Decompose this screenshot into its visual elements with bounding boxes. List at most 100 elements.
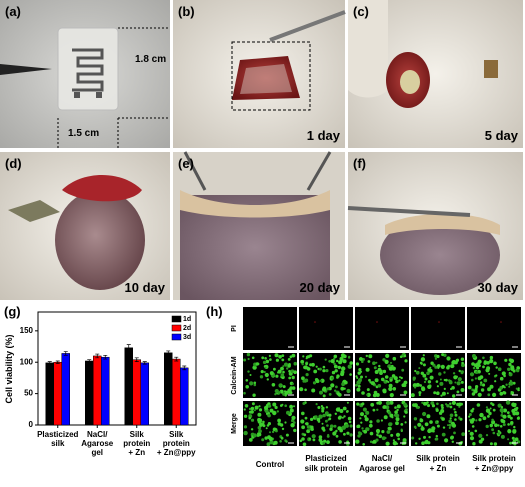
cell [491,418,494,422]
cell [343,415,346,418]
cell [258,408,263,412]
cell [461,361,464,365]
cell [512,381,516,385]
cell [258,405,261,408]
cell [368,423,373,428]
cell [281,354,285,357]
cell [340,353,346,358]
cell [317,406,321,409]
cell [509,416,513,420]
cell [422,373,427,378]
cell [489,359,494,364]
cell [453,408,456,411]
cell [512,429,517,434]
cell [389,378,393,382]
cell [485,424,489,429]
cell [441,417,445,421]
cell [311,362,315,367]
cell [418,367,421,370]
cell [389,400,394,405]
cell [376,408,379,411]
cell [360,375,363,379]
cell [404,421,407,424]
cell [385,380,388,382]
cell [337,426,342,431]
error-bar [134,357,139,362]
legend-label: 3d [183,334,191,341]
cell [333,354,338,359]
cell [284,394,287,397]
cell [476,403,481,407]
cell [382,358,386,362]
cell [291,353,296,358]
cell [252,393,256,397]
cell [257,419,262,424]
cell [259,375,264,379]
cell [380,419,383,422]
cell [497,432,501,435]
cell [250,428,254,431]
cell [401,368,405,372]
cell [438,321,440,323]
cell [495,366,498,369]
cell [271,383,276,387]
cell [289,404,293,409]
cell [251,356,255,360]
cell [471,388,475,392]
cell [378,434,383,439]
cell [243,430,248,436]
cell [273,367,276,371]
cell [500,321,502,323]
cell [364,417,369,422]
cell [324,358,327,361]
cell [347,416,352,421]
cell [436,424,440,428]
cell [305,422,309,426]
cell [380,377,385,382]
cell [287,364,291,368]
cell [428,436,431,439]
plot-frame [37,311,197,426]
cell [268,436,273,441]
cell [275,428,278,431]
annotation: 1.8 cm [135,54,166,65]
panel-label: (h) [206,304,223,319]
cell [321,422,324,425]
cell [415,382,420,387]
cell [263,370,266,374]
cell [397,437,401,441]
error-bar [47,361,52,365]
cell [253,381,257,385]
cell [336,392,341,396]
cell [446,392,449,395]
y-tick-label: 100 [20,357,34,366]
cell [368,378,371,382]
cell [330,359,335,364]
cell [387,411,392,415]
panel-label: (f) [353,156,366,171]
cell [302,355,305,358]
bar-chart: (g) Cell viability (%) 0 50 100 150 Plastici… [4,304,197,457]
cell [423,435,426,439]
cell [497,403,502,408]
cell [478,418,482,422]
cell [392,439,395,442]
cell [436,391,440,396]
cell [248,416,251,420]
error-bar [63,351,68,356]
cell [436,355,439,358]
cell [513,425,516,429]
cell [268,404,272,408]
error-bar [126,344,131,352]
cell [422,354,425,357]
cell [451,360,456,365]
bar [93,355,102,426]
cell [482,356,485,360]
cell [303,365,307,370]
cell [364,375,368,378]
cell [480,388,485,392]
cell [375,438,379,442]
cell [487,393,491,397]
y-tick-label: 150 [20,326,34,335]
cell [485,368,490,373]
